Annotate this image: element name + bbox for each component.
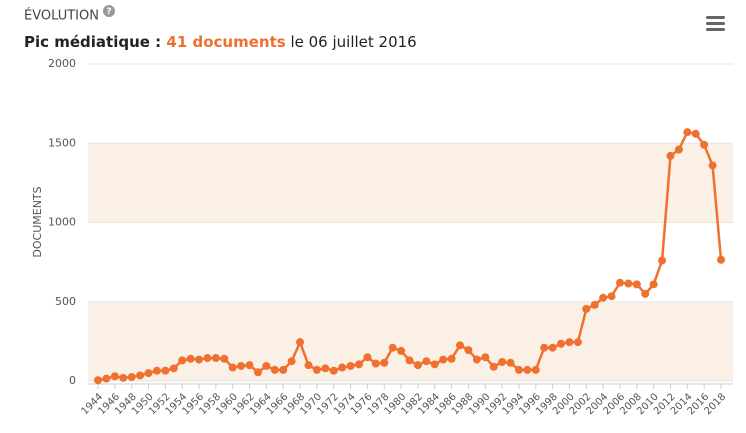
data-point	[649, 280, 658, 289]
data-point	[321, 364, 330, 373]
data-point	[573, 338, 582, 347]
data-point	[557, 339, 566, 348]
data-point	[287, 357, 296, 366]
data-point	[413, 361, 422, 370]
data-point	[195, 355, 204, 364]
svg-text:?: ?	[106, 7, 111, 17]
data-point	[632, 280, 641, 289]
data-point	[312, 365, 321, 374]
data-point	[700, 140, 709, 149]
data-point	[624, 279, 633, 288]
data-point	[472, 355, 481, 364]
data-point	[708, 161, 717, 170]
menu-icon[interactable]	[706, 16, 725, 31]
data-point	[481, 353, 490, 362]
data-point	[540, 343, 549, 352]
subtitle-highlight: 41 documents	[166, 33, 285, 51]
data-point	[144, 369, 153, 378]
data-point	[211, 354, 220, 363]
subtitle-suffix: le 06 juillet 2016	[286, 33, 417, 51]
data-point	[397, 346, 406, 355]
data-point	[641, 289, 650, 298]
data-point	[422, 357, 431, 366]
data-point	[102, 374, 111, 383]
data-point	[590, 300, 599, 309]
data-point	[405, 356, 414, 365]
data-point	[237, 361, 246, 370]
data-point	[279, 365, 288, 374]
data-point	[674, 145, 683, 154]
data-point	[136, 371, 145, 380]
data-point	[152, 366, 161, 375]
y-tick-label: 1000	[48, 216, 76, 229]
data-point	[380, 358, 389, 367]
chart-subtitle: Pic médiatique : 41 documents le 06 juil…	[24, 33, 417, 51]
data-point	[363, 353, 372, 362]
data-point	[329, 366, 338, 375]
y-tick-label: 1500	[48, 136, 76, 149]
help-icon[interactable]: ?	[103, 5, 115, 17]
data-point	[228, 363, 237, 372]
data-point	[439, 355, 448, 364]
data-point	[456, 341, 465, 350]
data-point	[161, 366, 170, 375]
data-point	[296, 338, 305, 347]
data-point	[304, 361, 313, 370]
data-point	[531, 365, 540, 374]
data-point	[464, 346, 473, 355]
data-point	[127, 373, 136, 382]
data-point	[253, 368, 262, 377]
data-point	[94, 376, 102, 385]
y-tick-label: 2000	[48, 57, 76, 70]
data-point	[220, 354, 229, 363]
data-point	[245, 361, 254, 370]
data-point	[262, 361, 271, 370]
data-point	[110, 372, 119, 381]
data-point	[615, 278, 624, 287]
data-point	[582, 304, 591, 313]
data-point	[514, 365, 523, 374]
data-point	[717, 255, 725, 264]
data-point	[338, 363, 347, 372]
data-point	[371, 359, 380, 368]
data-point	[346, 361, 355, 370]
data-point	[523, 365, 532, 374]
y-tick-label: 500	[55, 295, 76, 308]
data-point	[658, 256, 667, 265]
data-point	[203, 354, 212, 363]
plot-band	[88, 143, 733, 223]
plot-band	[88, 301, 733, 381]
data-point	[119, 373, 128, 382]
data-point	[548, 343, 557, 352]
data-point	[498, 357, 507, 366]
data-point	[666, 151, 675, 160]
data-point	[178, 356, 187, 365]
data-point	[169, 364, 178, 373]
y-axis-label: DOCUMENTS	[31, 186, 44, 257]
y-tick-label: 0	[69, 374, 76, 387]
data-point	[489, 362, 498, 371]
data-point	[186, 354, 195, 363]
chart-title: ÉVOLUTION	[24, 8, 99, 24]
data-point	[388, 343, 397, 352]
data-point	[683, 128, 692, 137]
data-point	[447, 354, 456, 363]
data-point	[430, 360, 439, 369]
data-point	[607, 292, 616, 301]
data-point	[691, 129, 700, 138]
data-point	[354, 360, 363, 369]
subtitle-prefix: Pic médiatique :	[24, 33, 166, 51]
data-point	[599, 293, 608, 302]
data-point	[565, 338, 574, 347]
data-point	[270, 365, 279, 374]
data-point	[506, 358, 515, 367]
